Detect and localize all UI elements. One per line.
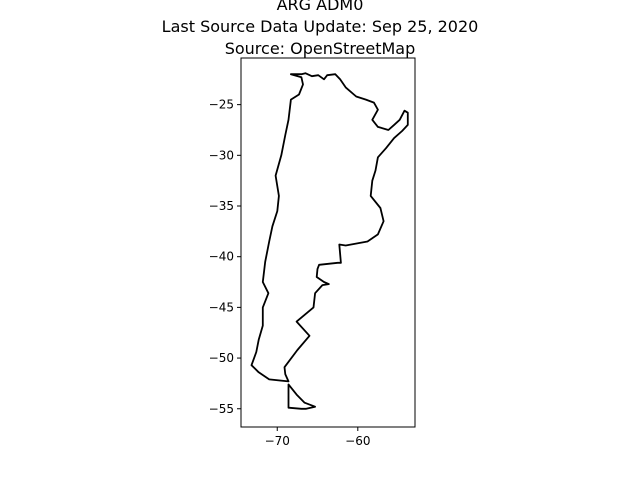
- y-tick-label: −45: [209, 300, 234, 314]
- x-tick-label: −70: [265, 434, 290, 448]
- y-tick-label: −40: [209, 250, 234, 264]
- map-title: ARG ADM0 Last Source Data Update: Sep 25…: [0, 0, 640, 60]
- y-tick-label: −50: [209, 351, 234, 365]
- x-tick-label: −60: [345, 434, 370, 448]
- title-line-3: Source: OpenStreetMap: [224, 39, 416, 58]
- shapes-layer: [250, 72, 409, 410]
- country-outline-mainland: [250, 72, 409, 383]
- y-tick-label: −35: [209, 199, 234, 213]
- title-line-1: ARG ADM0: [276, 0, 364, 14]
- axes-frame: [240, 57, 416, 428]
- country-outline-tierra-del-fuego: [287, 383, 316, 410]
- ticks-layer: −25 −30 −35 −40 −45 −50 −55 −70 −60: [209, 98, 371, 448]
- title-line-2: Last Source Data Update: Sep 25, 2020: [161, 17, 479, 36]
- y-tick-label: −25: [209, 98, 234, 112]
- y-tick-label: −55: [209, 402, 234, 416]
- y-tick-label: −30: [209, 148, 234, 162]
